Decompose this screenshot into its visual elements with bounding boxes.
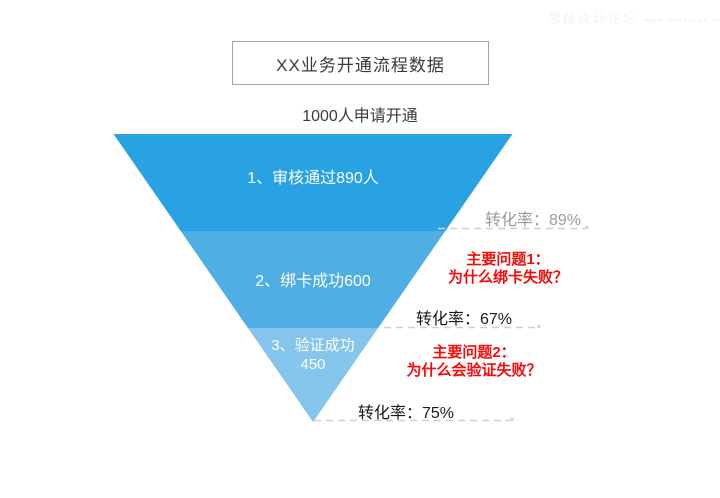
funnel-stage-3-label: 3、验证成功 450 [133, 336, 493, 374]
funnel-stage-1-label: 1、审核通过890人 [247, 170, 379, 187]
funnel-stage-3-label-text: 3、验证成功 [271, 337, 355, 354]
conversion-rate-label-1: 转化率：89% [484, 212, 582, 229]
problem-annotation-1: 主要问题1： 为什么绑卡失败？ [423, 251, 593, 287]
funnel-stage-3-value: 450 [300, 356, 326, 373]
conversion-dash-line-1-end-dot [585, 225, 589, 230]
problem-annotation-2-line1: 主要问题2： [432, 344, 516, 361]
funnel-stage-1-shape [113, 134, 513, 231]
funnel-stage-2-label: 2、绑卡成功600 [255, 273, 371, 290]
chart-title: XX业务开通流程数据 [276, 55, 445, 75]
funnel-entry-label: 1000人申请开通 [302, 108, 418, 125]
watermark: 思缘设计论坛 www.missyuan.com [548, 8, 720, 27]
problem-annotation-1-line1: 主要问题1： [466, 251, 550, 268]
conversion-dash-line-2-end-dot [537, 324, 541, 329]
watermark-main-text: 思缘设计论坛 [548, 11, 639, 26]
problem-annotation-1-line2: 为什么绑卡失败？ [447, 269, 568, 286]
chart-title-box: XX业务开通流程数据 [232, 41, 489, 85]
funnel-stage-3-shape [247, 328, 379, 422]
conversion-rate-label-3: 转化率：75% [357, 405, 455, 422]
problem-annotation-2-line2: 为什么会验证失败？ [406, 362, 542, 379]
watermark-sub-text: www.missyuan.com [644, 16, 720, 25]
problem-annotation-2: 主要问题2： 为什么会验证失败？ [389, 344, 559, 380]
funnel-stage-2-shape [180, 231, 446, 328]
conversion-dash-line-3-end-dot [510, 417, 514, 422]
conversion-rate-label-2: 转化率：67% [415, 311, 513, 328]
